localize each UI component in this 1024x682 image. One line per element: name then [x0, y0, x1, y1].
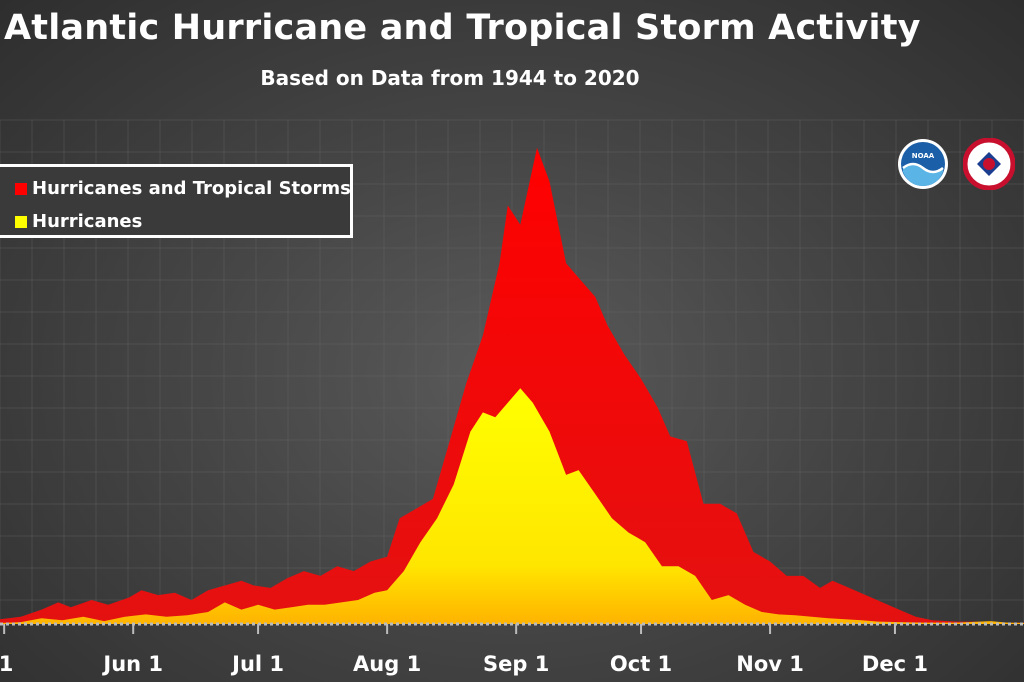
noaa-logo-icon: NOAA — [898, 139, 948, 189]
legend-label: Hurricanes — [32, 211, 143, 232]
chart-title: Atlantic Hurricane and Tropical Storm Ac… — [4, 8, 921, 48]
x-tick-label: Oct 1 — [609, 652, 673, 676]
legend-swatch-yellow — [15, 215, 27, 228]
chart-subtitle: Based on Data from 1944 to 2020 — [260, 66, 640, 90]
legend-label: Hurricanes and Tropical Storms — [32, 178, 351, 199]
series-area-hurricanes — [0, 388, 1024, 624]
legend-item-hurricanes-and-tropical-storms: Hurricanes and Tropical Storms — [15, 178, 351, 199]
x-tick-label: Dec 1 — [861, 652, 928, 676]
x-tick-label: Aug 1 — [353, 652, 422, 676]
legend-swatch-red — [15, 182, 27, 195]
nws-logo-icon — [963, 138, 1015, 190]
x-axis-ticks — [3, 624, 896, 634]
series-area-hurricanes-and-tropical-storms — [0, 147, 1024, 625]
legend-item-hurricanes: Hurricanes — [15, 211, 142, 232]
x-tick-label: Sep 1 — [482, 652, 550, 676]
x-tick-label: Jul 1 — [232, 652, 285, 676]
x-tick-label: Nov 1 — [736, 652, 804, 676]
noaa-logo-text: NOAA — [912, 152, 935, 160]
x-tick-label: 1 — [0, 652, 14, 676]
chart-legend: Hurricanes and Tropical Storms Hurricane… — [0, 164, 353, 238]
x-tick-label: Jun 1 — [103, 652, 164, 676]
